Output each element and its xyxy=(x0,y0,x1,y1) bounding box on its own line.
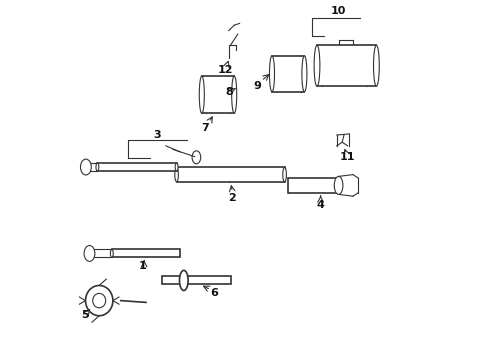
Text: 2: 2 xyxy=(228,193,236,203)
Ellipse shape xyxy=(84,246,95,261)
Text: 3: 3 xyxy=(153,130,161,140)
Text: 5: 5 xyxy=(81,310,89,320)
Ellipse shape xyxy=(110,249,113,257)
Bar xyxy=(176,167,285,182)
Ellipse shape xyxy=(93,293,106,308)
Text: 10: 10 xyxy=(331,6,346,16)
Bar xyxy=(112,249,180,257)
Ellipse shape xyxy=(175,163,178,171)
Text: 9: 9 xyxy=(254,81,262,91)
Ellipse shape xyxy=(373,45,379,86)
Ellipse shape xyxy=(96,163,99,171)
Bar xyxy=(202,76,234,113)
Text: 11: 11 xyxy=(340,152,355,162)
Text: 1: 1 xyxy=(139,261,147,271)
Text: 8: 8 xyxy=(225,87,233,97)
Ellipse shape xyxy=(232,76,237,113)
Ellipse shape xyxy=(199,76,204,113)
Bar xyxy=(162,276,231,284)
Ellipse shape xyxy=(175,167,178,182)
Bar xyxy=(288,178,339,193)
Bar xyxy=(272,56,304,92)
Text: 6: 6 xyxy=(211,288,219,298)
Ellipse shape xyxy=(270,56,274,92)
Bar xyxy=(98,163,176,171)
Text: 12: 12 xyxy=(218,65,233,75)
Ellipse shape xyxy=(334,176,343,194)
Ellipse shape xyxy=(314,45,320,86)
Ellipse shape xyxy=(86,285,113,316)
Ellipse shape xyxy=(302,56,307,92)
Ellipse shape xyxy=(179,270,188,291)
Ellipse shape xyxy=(192,151,201,164)
Text: 4: 4 xyxy=(317,200,324,210)
Ellipse shape xyxy=(283,167,286,182)
Bar xyxy=(317,45,376,86)
Ellipse shape xyxy=(80,159,91,175)
Text: 7: 7 xyxy=(201,123,209,133)
